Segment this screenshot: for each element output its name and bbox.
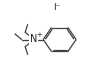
Text: I⁻: I⁻: [53, 3, 60, 12]
Text: N: N: [30, 35, 38, 44]
Text: +: +: [36, 32, 42, 38]
